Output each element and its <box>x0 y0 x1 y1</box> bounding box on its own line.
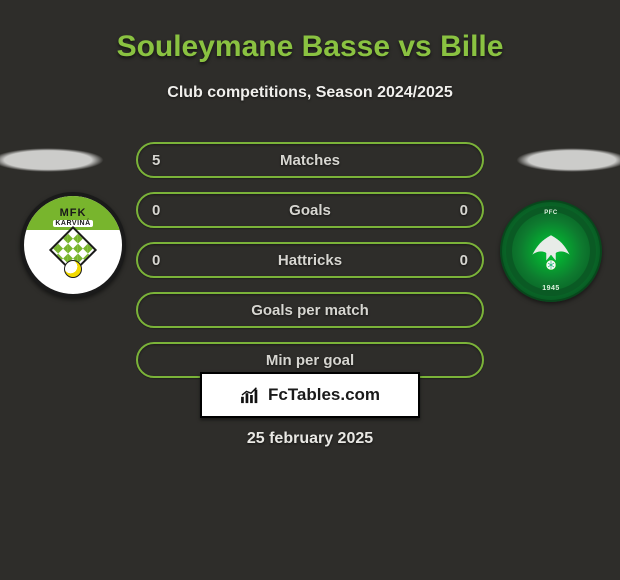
stat-row: 5 Matches <box>136 142 484 178</box>
page-title: Souleymane Basse vs Bille <box>0 20 620 64</box>
stat-value-left: 0 <box>152 244 160 276</box>
bar-chart-icon <box>240 386 262 404</box>
stat-row: 0 Goals 0 <box>136 192 484 228</box>
stat-label: Min per goal <box>266 352 354 369</box>
player-photo-right-placeholder <box>516 148 620 172</box>
stat-label: Goals <box>289 202 331 219</box>
stat-label: Matches <box>280 152 340 169</box>
stats-table: 5 Matches 0 Goals 0 0 Hattricks 0 Goals … <box>136 142 484 392</box>
crest-left-top-text: MFK <box>60 207 87 219</box>
stat-label: Goals per match <box>251 302 369 319</box>
subtitle: Club competitions, Season 2024/2025 <box>0 84 620 102</box>
watermark: FcTables.com <box>200 372 420 418</box>
club-crest-left: MFK KARVINÁ <box>20 192 126 298</box>
stat-value-right: 0 <box>460 244 468 276</box>
player-photo-left-placeholder <box>0 148 104 172</box>
stat-row: 0 Hattricks 0 <box>136 242 484 278</box>
crest-right-bottom-text: 1945 <box>502 285 600 292</box>
crest-left-ball-icon <box>64 260 82 278</box>
date-text: 25 february 2025 <box>0 430 620 448</box>
stat-value-left: 0 <box>152 194 160 226</box>
stat-value-left: 5 <box>152 144 160 176</box>
watermark-text: FcTables.com <box>268 385 380 405</box>
crest-right-top-text: PFC <box>502 210 600 216</box>
club-crest-right: PFC 1945 <box>500 200 602 302</box>
stat-row: Goals per match <box>136 292 484 328</box>
stat-label: Hattricks <box>278 252 342 269</box>
stat-value-right: 0 <box>460 194 468 226</box>
eagle-icon <box>528 231 574 271</box>
